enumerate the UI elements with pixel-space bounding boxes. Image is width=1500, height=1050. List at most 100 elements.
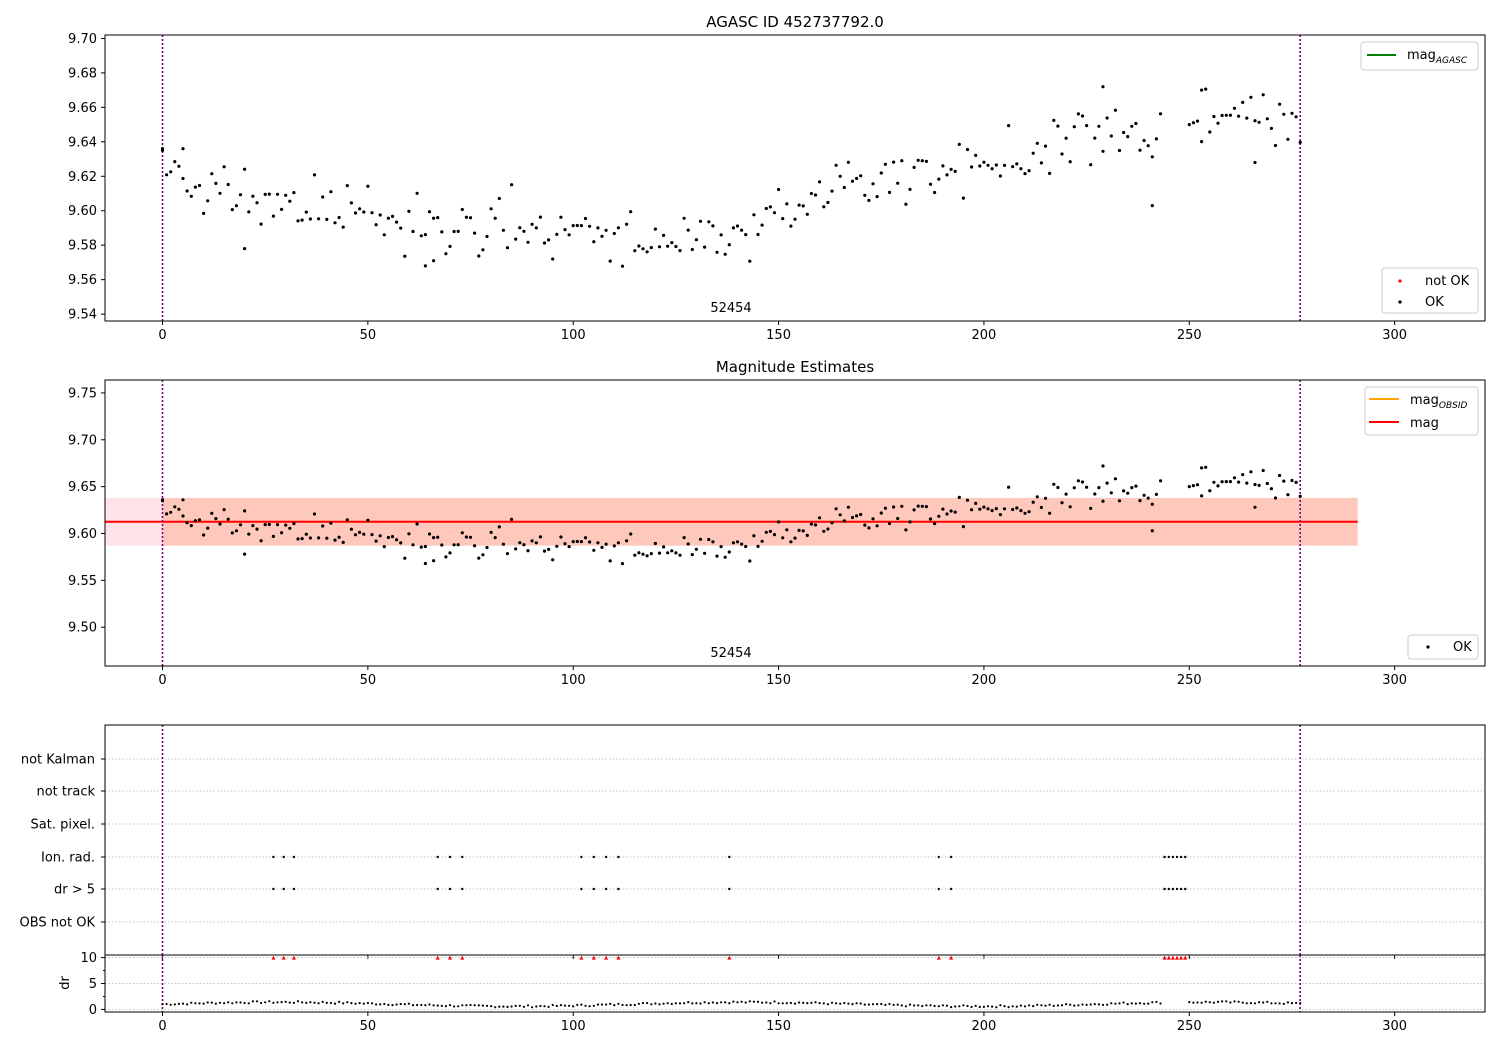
ok-legend-label: OK (1453, 640, 1472, 655)
ok-point (777, 520, 781, 524)
ok-point (567, 545, 571, 549)
dr-point (227, 1001, 230, 1004)
ok-point (275, 523, 280, 527)
agasc-obsid-label: 52454 (710, 301, 751, 316)
agasc-obs-boundaries (161, 35, 1301, 321)
ok-point (908, 520, 912, 524)
ok-point (871, 182, 875, 186)
dr-point (186, 1003, 189, 1006)
capped-dr-marker (271, 955, 276, 960)
ok-point (813, 523, 818, 527)
ok-point (822, 529, 826, 533)
ok-point (1204, 465, 1208, 469)
ok-point (575, 539, 579, 544)
ok-point (953, 510, 957, 514)
flag-point (617, 855, 620, 859)
ok-point (1043, 144, 1048, 148)
y-tick-label: 9.75 (68, 386, 97, 401)
ok-point (694, 547, 699, 551)
ok-point (855, 514, 859, 518)
ok-point (616, 541, 621, 545)
ok-point (526, 549, 530, 553)
ok-point (1200, 140, 1204, 144)
ok-point (382, 545, 386, 549)
ok-point (1117, 499, 1122, 503)
ok-point (271, 534, 275, 539)
ok-point (719, 233, 723, 237)
ok-point (1019, 167, 1023, 171)
ok-point (263, 523, 267, 527)
flag-point (1175, 887, 1179, 891)
ok-point (1072, 486, 1076, 490)
dr-point (748, 1000, 751, 1003)
ok-point (900, 159, 904, 163)
ok-point (772, 533, 777, 537)
ok-point (238, 523, 243, 527)
ok-point (789, 540, 793, 544)
legend-sub: OBSID (1439, 401, 1468, 411)
dr-point (325, 1001, 328, 1005)
ok-point (887, 521, 892, 526)
ok-point (1007, 485, 1011, 489)
dr-point (305, 1001, 308, 1005)
ok-point (238, 193, 243, 197)
flag-point (592, 855, 595, 859)
ok-point (1056, 485, 1060, 490)
ok-point (777, 187, 781, 192)
ok-point (366, 518, 370, 522)
ok-point (497, 525, 501, 529)
ok-point (1224, 113, 1228, 117)
ok-point (596, 226, 600, 230)
ok-point (173, 160, 177, 164)
ok-point (756, 544, 760, 549)
ok-point (711, 224, 715, 228)
ok-point (1085, 485, 1089, 489)
ok-point (912, 508, 916, 512)
dr-point (720, 1001, 723, 1004)
dr-point (223, 1002, 226, 1005)
ok-point (440, 543, 444, 547)
dr-point (1056, 1004, 1059, 1007)
capped-dr-marker (1183, 955, 1188, 960)
ok-point (510, 183, 514, 187)
ok-point (263, 192, 267, 196)
ok-point (1060, 501, 1064, 505)
ok-point (415, 191, 419, 195)
ok-point (312, 173, 317, 177)
dr-point (691, 1002, 694, 1005)
ok-point (793, 536, 797, 540)
ok-point (411, 229, 415, 234)
ok-point (284, 193, 288, 197)
dr-point (966, 1004, 969, 1008)
dr-point (370, 1002, 374, 1005)
dr-point (715, 1002, 719, 1005)
dr-point (978, 1005, 981, 1009)
dr-point (986, 1005, 990, 1008)
ok-point (522, 543, 526, 547)
dr-point (1196, 1001, 1199, 1004)
ok-point (1064, 492, 1068, 496)
ok-point (1113, 477, 1117, 481)
ok-point (399, 541, 403, 545)
ok-legend-marker (1398, 300, 1402, 304)
ok-point (518, 541, 522, 545)
ok-legend-marker (1426, 645, 1430, 649)
x-tick-label: 0 (158, 673, 166, 688)
dr-point (1249, 1002, 1252, 1005)
ok-point (329, 521, 333, 525)
dr-point (338, 1000, 341, 1004)
flag-point (1175, 855, 1179, 859)
ok-point (949, 167, 953, 171)
dr-point (235, 1001, 238, 1004)
ok-point (945, 512, 949, 516)
ok-point (678, 249, 682, 253)
flag-point (282, 887, 285, 891)
dr-point (662, 1002, 665, 1005)
ok-point (386, 216, 390, 220)
dr-point (1138, 1002, 1142, 1005)
dr-point (999, 1004, 1002, 1007)
dr-point (744, 1001, 747, 1004)
ok-point (1130, 486, 1134, 490)
ok-point (1068, 505, 1072, 509)
ok-point (1027, 169, 1031, 173)
